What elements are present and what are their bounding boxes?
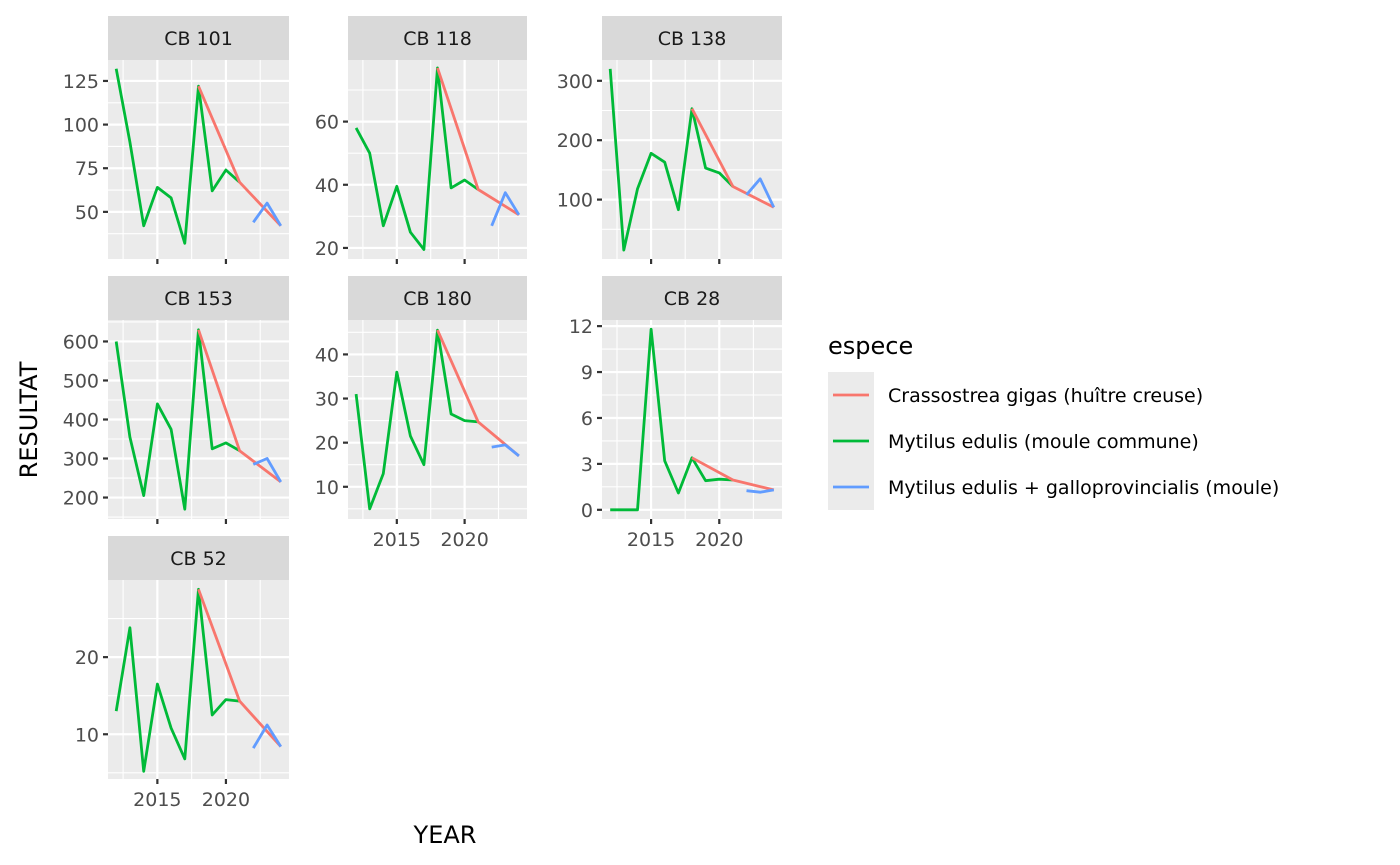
series-line-mytilus-edulis-galloprovincialis-moule: [491, 443, 520, 457]
strip-background: [602, 16, 782, 60]
panel-cb-153: CB 153 200 300 400 500 600: [63, 276, 289, 524]
legend-item: Crassostrea gigas (huître creuse): [828, 372, 1203, 418]
series-line-mytilus-edulis-galloprovincialis-moule: [252, 201, 282, 227]
panel-background: [602, 60, 782, 259]
y-tick-label: 9: [581, 362, 593, 384]
panel-cb-52: CB 52 10 20 2015 2020: [75, 536, 289, 811]
y-tick-label: 500: [63, 370, 99, 392]
panel-title: CB 28: [664, 288, 721, 310]
series-line-mytilus-edulis-moule-commune: [610, 327, 733, 512]
series-line-mytilus-edulis-moule-commune: [608, 68, 734, 252]
series-line-mytilus-edulis-moule-commune: [354, 328, 479, 511]
y-tick-label: 0: [581, 500, 593, 522]
x-tick-label: 2015: [133, 789, 181, 811]
series-line-crassostrea-gigas-hu-tre-creuse: [197, 588, 282, 748]
x-axis-title: YEAR: [413, 821, 477, 849]
series-line-crassostrea-gigas-hu-tre-creuse: [197, 85, 282, 227]
series-line-crassostrea-gigas-hu-tre-creuse: [436, 67, 520, 216]
series-line-mytilus-edulis-galloprovincialis-moule: [745, 177, 776, 208]
x-tick-label: 2015: [373, 529, 421, 551]
series-line-mytilus-edulis-galloprovincialis-moule: [252, 723, 282, 749]
legend-label: Mytilus edulis + galloprovincialis (moul…: [888, 477, 1279, 499]
legend-item: Mytilus edulis + galloprovincialis (moul…: [828, 464, 1279, 510]
series-line-mytilus-edulis-moule-commune: [114, 587, 240, 773]
y-tick-label: 20: [315, 433, 339, 455]
y-tick-label: 50: [75, 202, 99, 224]
y-tick-label: 200: [557, 130, 593, 152]
series-line-mytilus-edulis-galloprovincialis-moule: [746, 488, 775, 494]
strip-background: [108, 16, 289, 60]
x-tick-label: 2015: [627, 529, 675, 551]
y-tick-label: 40: [315, 344, 339, 366]
y-axis-title: RESULTAT: [15, 361, 43, 478]
y-tick-label: 40: [315, 175, 339, 197]
legend-label: Mytilus edulis (moule commune): [888, 431, 1199, 453]
panel-title: CB 180: [403, 288, 472, 310]
y-tick-label: 10: [75, 724, 99, 746]
panel-cb-138: CB 138 100 200 300: [557, 16, 782, 264]
y-tick-label: 100: [63, 115, 99, 137]
panel-background: [108, 580, 289, 779]
panel-cb-28: CB 28 0 3 6 9 12 2015 2020: [569, 276, 782, 551]
y-tick-label: 12: [569, 316, 593, 338]
y-tick-label: 10: [315, 477, 339, 499]
series-line-crassostrea-gigas-hu-tre-creuse: [690, 108, 775, 209]
panel-title: CB 153: [164, 288, 233, 310]
y-tick-label: 60: [315, 112, 339, 134]
y-tick-label: 400: [63, 410, 99, 432]
y-tick-label: 300: [557, 71, 593, 93]
x-tick-label: 2020: [440, 529, 488, 551]
series-line-mytilus-edulis-galloprovincialis-moule: [252, 457, 283, 483]
panel-title: CB 118: [403, 28, 472, 50]
y-tick-label: 100: [557, 190, 593, 212]
series-line-mytilus-edulis-galloprovincialis-moule: [490, 191, 521, 227]
series-line-crassostrea-gigas-hu-tre-creuse: [197, 329, 282, 484]
x-tick-label: 2020: [202, 789, 250, 811]
series-line-mytilus-edulis-moule-commune: [114, 328, 241, 511]
y-tick-label: 200: [63, 488, 99, 510]
series-line-mytilus-edulis-moule-commune: [354, 66, 480, 251]
y-tick-label: 20: [315, 238, 339, 260]
strip-background: [348, 276, 527, 320]
y-tick-label: 300: [63, 449, 99, 471]
y-tick-label: 30: [315, 389, 339, 411]
series-line-crassostrea-gigas-hu-tre-creuse: [691, 456, 775, 492]
y-tick-label: 3: [581, 454, 593, 476]
strip-background: [602, 276, 782, 320]
y-tick-label: 125: [63, 71, 99, 93]
y-tick-label: 6: [581, 408, 593, 430]
legend-item: Mytilus edulis (moule commune): [828, 418, 1199, 464]
panel-background: [602, 320, 782, 519]
panel-title: CB 138: [658, 28, 727, 50]
panel-title: CB 101: [164, 28, 233, 50]
panel-cb-118: CB 118 20 40 60: [315, 16, 527, 264]
series-line-mytilus-edulis-moule-commune: [114, 68, 241, 245]
strip-background: [108, 536, 289, 580]
panel-background: [348, 320, 527, 519]
panel-background: [348, 60, 527, 259]
y-tick-label: 600: [63, 331, 99, 353]
strip-background: [108, 276, 289, 320]
x-tick-label: 2020: [695, 529, 743, 551]
legend-label: Crassostrea gigas (huître creuse): [888, 385, 1203, 407]
panel-cb-101: CB 101 50 75 100 125: [63, 16, 289, 264]
legend: espece Crassostrea gigas (huître creuse)…: [828, 332, 1279, 510]
y-tick-label: 75: [75, 158, 99, 180]
y-tick-label: 20: [75, 647, 99, 669]
panel-title: CB 52: [170, 548, 227, 570]
legend-title: espece: [828, 332, 913, 360]
panel-cb-180: CB 180 10 20 30 40 2015 2020: [315, 276, 527, 551]
strip-background: [348, 16, 527, 60]
